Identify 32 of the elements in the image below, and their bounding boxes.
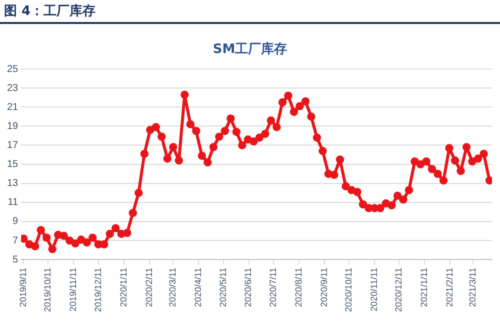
x-tick-label: 2020/1/11 — [118, 268, 128, 307]
x-tick-label: 2020/11/11 — [368, 268, 379, 312]
y-tick-label: 25 — [7, 64, 19, 75]
chart-subtitle: SM工厂库存 — [212, 40, 288, 58]
x-tick-label: 2020/4/11 — [193, 268, 204, 307]
y-tick-label: 19 — [7, 120, 19, 132]
x-tick-label: 2020/6/11 — [243, 268, 254, 307]
y-tick-label: 21 — [7, 102, 19, 113]
x-tick-label: 2021/1/11 — [419, 268, 430, 307]
x-tick-label: 2020/7/11 — [268, 268, 278, 307]
x-tick-label: 2019/10/11 — [42, 268, 53, 312]
y-tick-label: 5 — [12, 254, 19, 266]
y-tick-label: 23 — [7, 82, 19, 94]
x-tick-label: 2021/2/11 — [444, 268, 455, 307]
x-tick-label: 2019/12/11 — [92, 268, 103, 312]
x-tick-label: 2020/8/11 — [293, 268, 304, 307]
x-tick-label: 2021/3/11 — [468, 268, 478, 307]
y-tick-label: 13 — [7, 178, 19, 190]
chart-title: 图 4：工厂库存 — [0, 0, 500, 24]
y-tick-label: 7 — [12, 235, 19, 246]
y-tick-label: 17 — [7, 140, 19, 151]
x-tick-label: 2020/3/11 — [168, 268, 178, 307]
x-tick-label: 2020/10/11 — [343, 268, 354, 312]
x-tick-label: 2020/2/11 — [144, 268, 154, 307]
y-tick-label: 9 — [12, 216, 19, 228]
x-tick-label: 2020/5/11 — [218, 268, 228, 307]
x-tick-label: 2019/9/11 — [18, 268, 28, 307]
x-tick-label: 2020/9/11 — [318, 268, 329, 307]
y-tick-label: 11 — [8, 197, 19, 208]
y-tick-label: 15 — [7, 159, 19, 170]
x-tick-label: 2020/12/11 — [394, 268, 404, 312]
x-tick-label: 2019/11/11 — [68, 268, 78, 312]
